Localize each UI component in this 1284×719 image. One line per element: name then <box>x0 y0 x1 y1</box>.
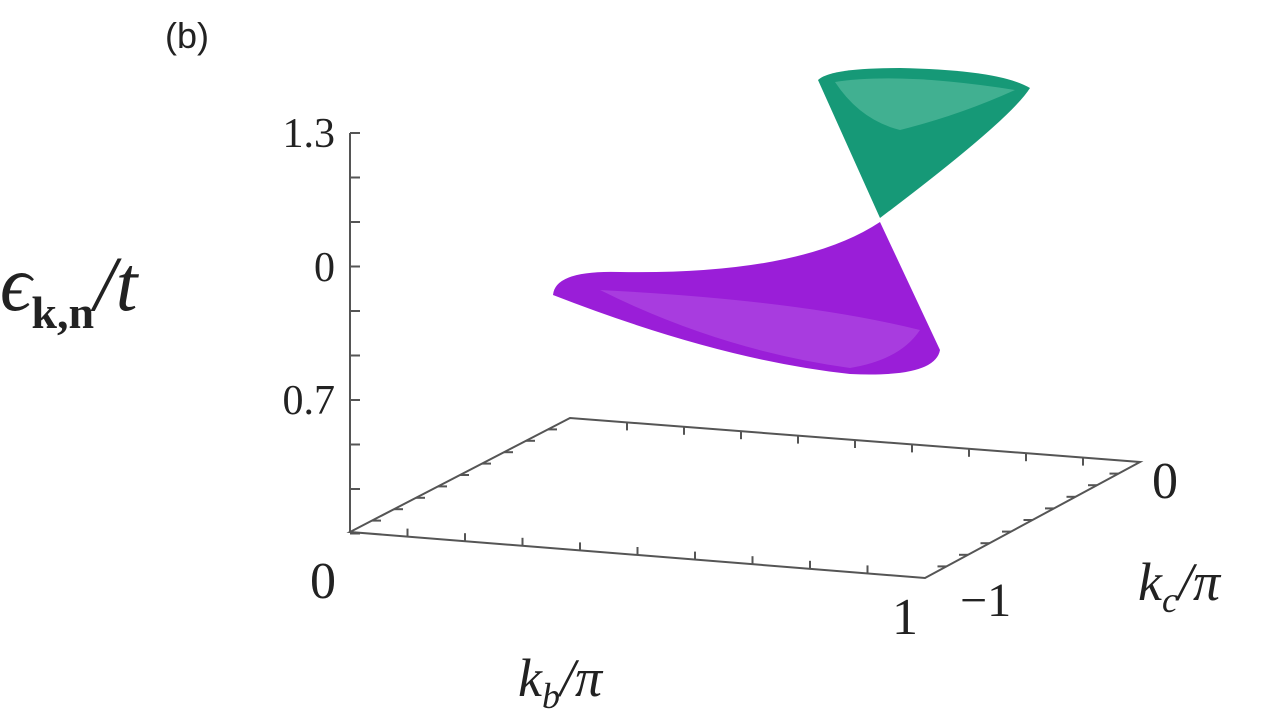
lower-band-shade <box>600 290 920 368</box>
b-tick-label: 0 <box>310 553 336 610</box>
b-axis-label: kb/π <box>518 648 604 716</box>
label-subscript: k,n <box>31 287 94 338</box>
upper-band-rim <box>835 78 1015 130</box>
label-symbol: k <box>1138 552 1163 612</box>
label-rest: /π <box>1175 552 1222 612</box>
c-tick-label: 0 <box>1152 453 1178 510</box>
c-tick-label: −1 <box>960 574 1011 627</box>
z-tick-label: 0 <box>314 245 335 291</box>
label-subscript: c <box>1162 580 1178 620</box>
z-ticks <box>350 132 360 535</box>
label-subscript: b <box>542 676 560 716</box>
label-rest: /t <box>90 240 140 327</box>
z-tick-label: 0.7 <box>283 378 336 424</box>
z-tick-label: 1.3 <box>283 111 336 157</box>
z-axis-label: ϵk,n/t <box>0 240 140 338</box>
label-rest: /π <box>557 648 604 708</box>
b-tick-label: 1 <box>892 589 918 646</box>
label-symbol: ϵ <box>0 240 34 327</box>
c-axis-label: kc/π <box>1138 552 1222 620</box>
base-ticks <box>372 422 1119 574</box>
base-plane <box>346 416 1144 580</box>
label-symbol: k <box>518 648 543 708</box>
panel-label: (b) <box>165 15 209 56</box>
